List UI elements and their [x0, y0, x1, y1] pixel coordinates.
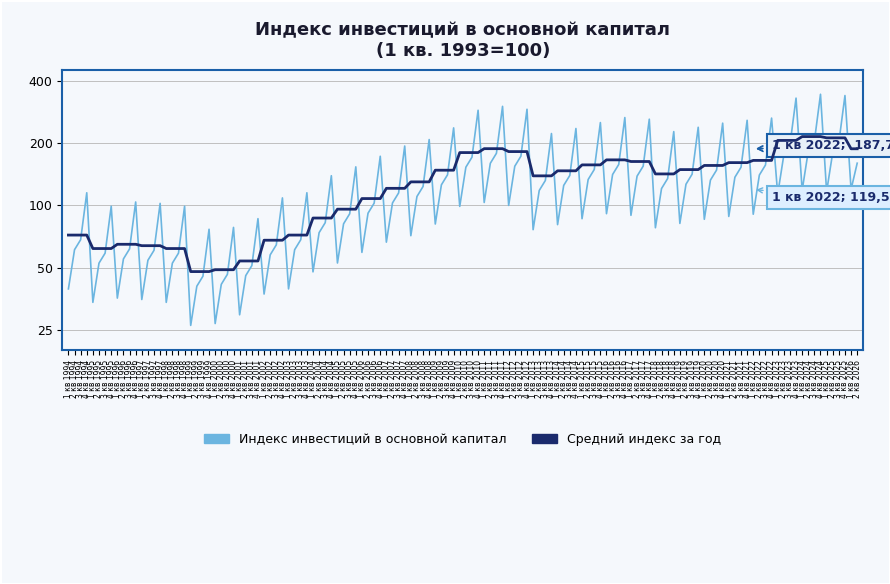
Индекс инвестиций в основной капитал [406, 232, 417, 239]
Средний индекс за год [283, 232, 294, 239]
Средний индекс за год [589, 161, 600, 168]
Средний индекс за год [185, 268, 196, 275]
Средний индекс за год [63, 232, 74, 239]
Средний индекс за год [406, 178, 417, 185]
Индекс инвестиций в основной капитал [479, 199, 490, 206]
Text: 1 кв 2022; 119,50: 1 кв 2022; 119,50 [757, 188, 890, 204]
Средний индекс за год [852, 145, 862, 152]
Средний индекс за год [687, 166, 698, 173]
Legend: Индекс инвестиций в основной капитал, Средний индекс за год: Индекс инвестиций в основной капитал, Ср… [199, 427, 726, 451]
Text: 1 кв 2022;  187,78: 1 кв 2022; 187,78 [757, 139, 890, 152]
Line: Средний индекс за год: Средний индекс за год [69, 137, 857, 272]
Индекс инвестиций в основной капитал [852, 159, 862, 166]
Индекс инвестиций в основной капитал [687, 171, 698, 178]
Индекс инвестиций в основной капитал [283, 286, 294, 293]
Line: Индекс инвестиций в основной капитал: Индекс инвестиций в основной капитал [69, 94, 857, 325]
Индекс инвестиций в основной капитал [589, 166, 600, 173]
Средний индекс за год [479, 145, 490, 152]
Индекс инвестиций в основной капитал [650, 224, 660, 231]
Индекс инвестиций в основной капитал [815, 91, 826, 98]
Title: Индекс инвестиций в основной капитал
(1 кв. 1993=100): Индекс инвестиций в основной капитал (1 … [255, 22, 670, 60]
Индекс инвестиций в основной капитал [63, 286, 74, 293]
Индекс инвестиций в основной капитал [185, 322, 196, 329]
Средний индекс за год [797, 133, 807, 140]
Средний индекс за год [650, 171, 660, 178]
